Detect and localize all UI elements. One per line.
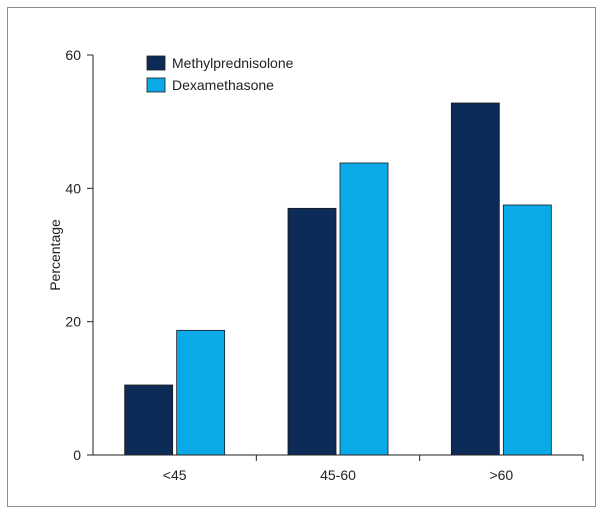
legend-swatch [146, 55, 166, 71]
legend-label: Dexamethasone [172, 77, 274, 93]
legend-swatch [146, 77, 166, 93]
x-ticks-group: <45 45-60 >60 [163, 455, 584, 483]
y-axis-title: Percentage [47, 219, 63, 291]
y-tick-label: 20 [65, 314, 81, 330]
bar-dexamethasone-0 [176, 329, 226, 456]
bars-group [124, 102, 552, 456]
bar-methylprednisolone-0 [124, 384, 174, 456]
bar-methylprednisolone-1 [287, 207, 337, 456]
y-tick-label: 60 [65, 47, 81, 63]
y-tick-label: 40 [65, 180, 81, 196]
x-tick-label: >60 [489, 467, 513, 483]
x-tick-label: <45 [163, 467, 187, 483]
x-tick-label: 45-60 [320, 467, 356, 483]
bar-dexamethasone-2 [502, 204, 552, 456]
y-tick-label: 0 [73, 447, 81, 463]
bar-methylprednisolone-2 [450, 102, 500, 456]
y-ticks-group: 0 20 40 60 [65, 47, 93, 463]
legend-label: Methylprednisolone [172, 55, 294, 71]
bar-dexamethasone-1 [339, 162, 389, 456]
legend: Methylprednisolone Dexamethasone [146, 55, 294, 93]
